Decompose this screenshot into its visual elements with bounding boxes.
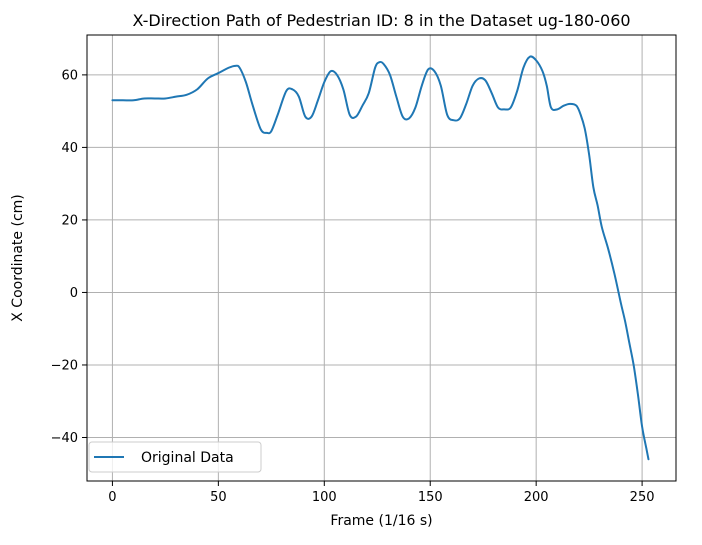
chart-title: X-Direction Path of Pedestrian ID: 8 in … [132, 11, 630, 30]
x-tick-label: 0 [108, 490, 116, 505]
axis-ticks: 0 50 100 150 200 250 −40 −20 0 20 40 60 [51, 68, 655, 505]
legend-box [88, 441, 262, 473]
x-tick-label: 200 [524, 490, 549, 505]
y-tick-label: 0 [70, 286, 78, 301]
y-tick-label: 20 [61, 213, 78, 228]
y-tick-label: −40 [51, 431, 78, 446]
x-tick-label: 250 [630, 490, 655, 505]
series-layer [111, 55, 650, 461]
series-line-original-data [111, 55, 650, 461]
x-axis-label: Frame (1/16 s) [330, 513, 432, 529]
y-tick-label: −20 [51, 358, 78, 373]
plot-frame [86, 34, 677, 482]
grid-lines [87, 35, 676, 481]
y-tick-label: 60 [61, 68, 78, 83]
legend-label-original-data: Original Data [141, 450, 234, 466]
x-tick-label: 150 [418, 490, 443, 505]
x-tick-label: 50 [210, 490, 227, 505]
y-tick-label: 40 [61, 141, 78, 156]
x-tick-label: 100 [312, 490, 337, 505]
legend: Original Data [88, 441, 262, 473]
y-axis-label: X Coordinate (cm) [10, 194, 26, 322]
